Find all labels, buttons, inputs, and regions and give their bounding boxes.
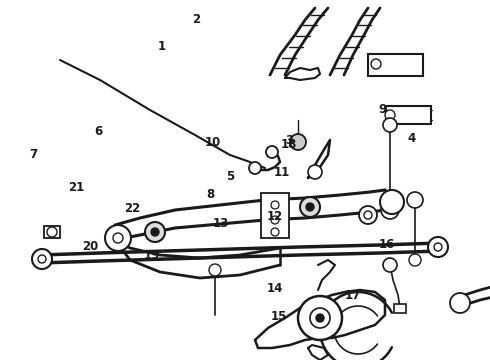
Text: 11: 11	[273, 166, 290, 179]
Circle shape	[266, 146, 278, 158]
Text: 16: 16	[379, 238, 395, 251]
Circle shape	[409, 254, 421, 266]
Circle shape	[145, 222, 165, 242]
Circle shape	[249, 162, 261, 174]
Circle shape	[113, 233, 123, 243]
Circle shape	[209, 264, 221, 276]
Circle shape	[359, 206, 377, 224]
Text: 15: 15	[271, 310, 288, 323]
Bar	[386, 106, 431, 124]
Circle shape	[32, 249, 52, 269]
Text: 13: 13	[212, 217, 229, 230]
Text: 4: 4	[408, 132, 416, 145]
Circle shape	[385, 110, 395, 120]
Text: 1: 1	[158, 40, 166, 53]
Text: 6: 6	[94, 125, 102, 138]
Circle shape	[300, 197, 320, 217]
Bar	[44, 226, 60, 238]
Text: 20: 20	[82, 240, 99, 253]
Circle shape	[271, 216, 279, 224]
Circle shape	[428, 237, 448, 257]
Text: 22: 22	[124, 202, 141, 215]
Text: 8: 8	[207, 188, 215, 201]
Text: 18: 18	[281, 138, 297, 150]
Circle shape	[371, 59, 381, 69]
Circle shape	[306, 203, 314, 211]
Bar	[368, 54, 422, 76]
Text: 10: 10	[205, 136, 221, 149]
Circle shape	[434, 243, 442, 251]
Text: 2: 2	[192, 13, 200, 26]
Circle shape	[381, 201, 399, 219]
Circle shape	[290, 134, 306, 150]
Circle shape	[308, 165, 322, 179]
Bar	[261, 193, 289, 238]
Text: 3: 3	[285, 134, 293, 147]
Circle shape	[38, 255, 46, 263]
Circle shape	[380, 190, 404, 214]
Text: 7: 7	[29, 148, 37, 161]
Text: 19: 19	[144, 249, 160, 262]
Circle shape	[364, 211, 372, 219]
Circle shape	[151, 228, 159, 236]
Text: 21: 21	[68, 181, 84, 194]
Circle shape	[47, 227, 57, 237]
Text: 9: 9	[378, 103, 386, 116]
Circle shape	[310, 308, 330, 328]
Circle shape	[271, 201, 279, 209]
Circle shape	[407, 192, 423, 208]
Circle shape	[105, 225, 131, 251]
Text: 14: 14	[266, 282, 283, 294]
Circle shape	[271, 228, 279, 236]
Text: 17: 17	[344, 289, 361, 302]
Circle shape	[450, 293, 470, 313]
Text: 5: 5	[226, 170, 234, 183]
Circle shape	[298, 296, 342, 340]
Circle shape	[383, 118, 397, 132]
Text: 12: 12	[266, 210, 283, 222]
Circle shape	[316, 314, 324, 322]
Circle shape	[383, 258, 397, 272]
Bar	[394, 303, 406, 312]
